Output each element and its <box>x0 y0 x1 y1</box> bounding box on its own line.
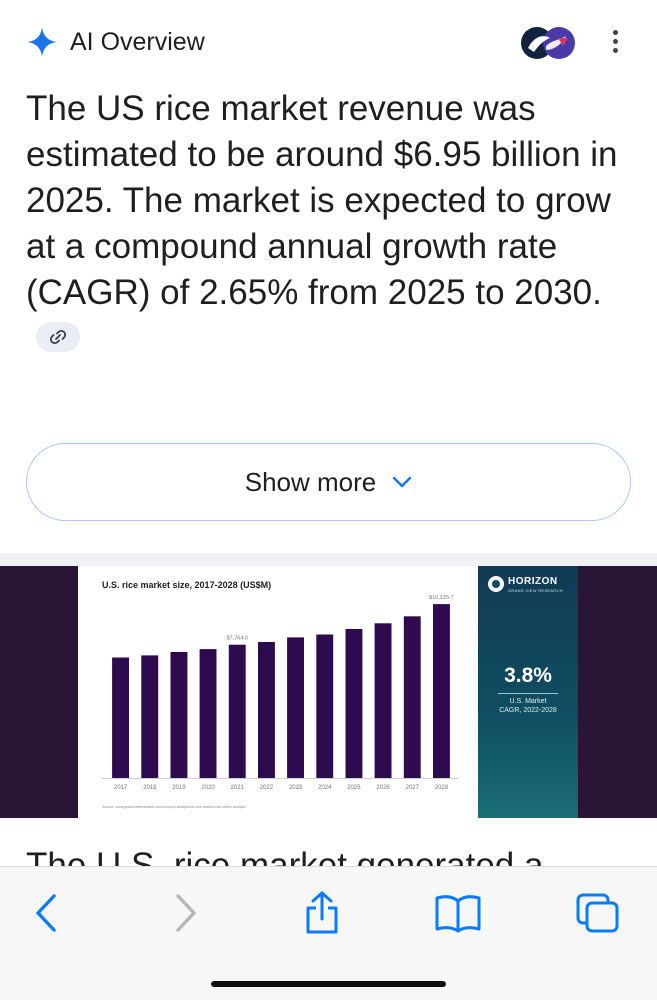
share-button[interactable] <box>298 889 346 937</box>
promo-caption-market: U.S. Market <box>509 698 547 705</box>
overview-paragraph: The US rice market revenue was estimated… <box>26 86 636 362</box>
source-logo-icon[interactable] <box>520 26 576 60</box>
bar-2024 <box>316 634 334 778</box>
ai-overview-header: AI Overview <box>26 24 631 60</box>
bar-2027 <box>403 616 421 778</box>
browser-toolbar <box>0 866 657 1000</box>
bar-2020 <box>199 649 217 778</box>
promo-divider <box>498 693 558 694</box>
book-icon <box>435 895 481 933</box>
promo-brand-sub: GRAND VIEW RESEARCH <box>508 588 563 593</box>
promo-cagr-value: 3.8% <box>504 664 552 687</box>
chart-title: U.S. rice market size, 2017-2028 (US$M) <box>102 580 271 590</box>
tick-label-2026: 2026 <box>376 785 390 791</box>
tick-label-2017: 2017 <box>114 785 128 791</box>
tick-label-2019: 2019 <box>172 785 186 791</box>
bar-2018 <box>141 655 159 778</box>
share-icon <box>306 891 338 934</box>
image-carousel[interactable]: U.S. rice market size, 2017-2028 (US$M) … <box>0 566 657 818</box>
forward-button[interactable] <box>162 889 210 937</box>
show-more-button[interactable]: Show more <box>26 443 631 521</box>
header-title: AI Overview <box>70 28 205 56</box>
bar-2025 <box>345 629 363 778</box>
data-label-2028: $10,125.7 <box>429 595 453 601</box>
back-button[interactable] <box>22 889 70 937</box>
horizon-promo-panel: HORIZON GRAND VIEW RESEARCH 3.8% U.S. Ma… <box>478 566 578 818</box>
data-label-2021: $7,764.0 <box>227 636 248 642</box>
bar-2028 <box>433 604 450 778</box>
bar-2021 <box>228 644 246 778</box>
bar-2019 <box>170 652 188 778</box>
bar-2023 <box>287 637 304 778</box>
tick-label-2024: 2024 <box>318 785 332 791</box>
horizon-logo-icon <box>488 576 504 592</box>
chart-image[interactable]: U.S. rice market size, 2017-2028 (US$M) … <box>78 566 578 818</box>
section-divider <box>0 553 657 566</box>
tabs-icon <box>576 893 619 933</box>
link-icon <box>49 329 67 344</box>
tick-label-2020: 2020 <box>201 785 215 791</box>
promo-caption-cagr: CAGR, 2022-2028 <box>499 707 557 714</box>
bookmarks-button[interactable] <box>434 889 482 937</box>
tick-label-2018: 2018 <box>143 785 157 791</box>
overview-text: The US rice market revenue was estimated… <box>26 89 618 312</box>
tick-label-2028: 2028 <box>435 785 449 791</box>
source-link-chip[interactable] <box>36 321 80 352</box>
bar-2026 <box>374 623 392 778</box>
home-indicator <box>211 981 446 987</box>
bar-2022 <box>258 642 275 778</box>
bar-2017 <box>112 657 129 778</box>
sparkle-icon <box>27 27 57 57</box>
tick-label-2023: 2023 <box>289 785 303 791</box>
bar-chart: U.S. rice market size, 2017-2028 (US$M) … <box>102 580 458 809</box>
promo-brand: HORIZON <box>508 576 558 587</box>
tick-label-2025: 2025 <box>347 785 361 791</box>
chevron-right-icon <box>176 894 196 932</box>
tick-label-2021: 2021 <box>231 785 245 791</box>
show-more-label: Show more <box>244 466 377 497</box>
chart-source-note: Source: www.grandviewresearch.com/indust… <box>102 805 246 809</box>
tick-label-2022: 2022 <box>260 785 274 791</box>
more-options-icon[interactable] <box>608 30 622 56</box>
tick-label-2027: 2027 <box>406 785 420 791</box>
tabs-button[interactable] <box>574 889 622 937</box>
chevron-left-icon <box>36 894 56 932</box>
chevron-down-icon <box>393 476 412 488</box>
